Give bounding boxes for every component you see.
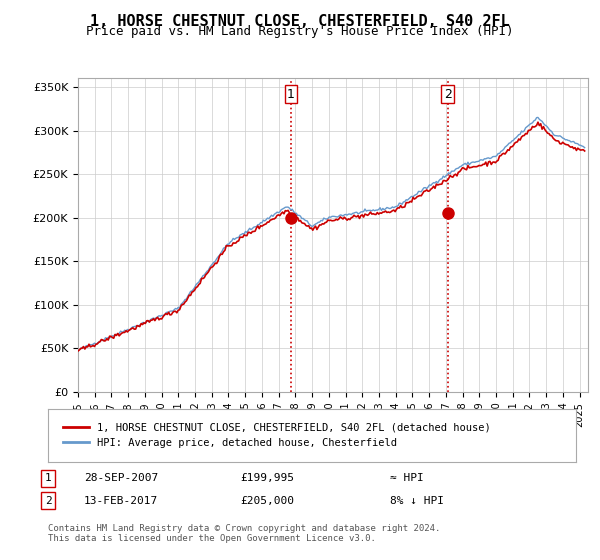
Text: 13-FEB-2017: 13-FEB-2017 [84, 496, 158, 506]
Text: 28-SEP-2007: 28-SEP-2007 [84, 473, 158, 483]
Text: £205,000: £205,000 [240, 496, 294, 506]
Text: £199,995: £199,995 [240, 473, 294, 483]
Text: ≈ HPI: ≈ HPI [390, 473, 424, 483]
Text: 8% ↓ HPI: 8% ↓ HPI [390, 496, 444, 506]
Text: Price paid vs. HM Land Registry's House Price Index (HPI): Price paid vs. HM Land Registry's House … [86, 25, 514, 38]
Text: 1: 1 [287, 88, 295, 101]
Legend: 1, HORSE CHESTNUT CLOSE, CHESTERFIELD, S40 2FL (detached house), HPI: Average pr: 1, HORSE CHESTNUT CLOSE, CHESTERFIELD, S… [58, 419, 495, 452]
Text: Contains HM Land Registry data © Crown copyright and database right 2024.
This d: Contains HM Land Registry data © Crown c… [48, 524, 440, 543]
Text: 1: 1 [44, 473, 52, 483]
Text: 2: 2 [44, 496, 52, 506]
Text: 1, HORSE CHESTNUT CLOSE, CHESTERFIELD, S40 2FL: 1, HORSE CHESTNUT CLOSE, CHESTERFIELD, S… [90, 14, 510, 29]
Text: 2: 2 [444, 88, 452, 101]
